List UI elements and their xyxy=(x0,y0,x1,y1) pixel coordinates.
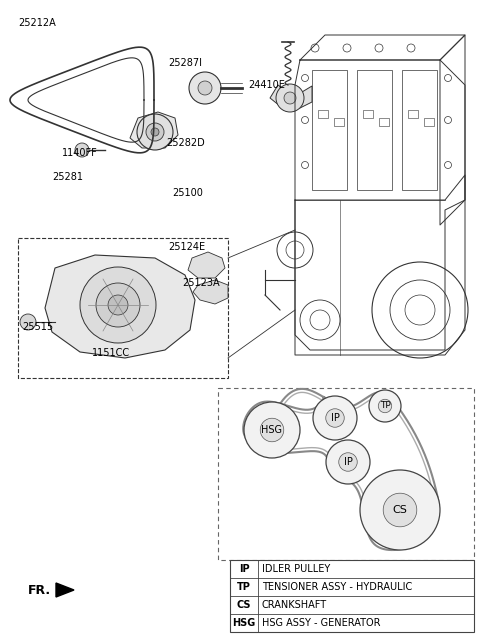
Text: 24410E: 24410E xyxy=(248,80,285,90)
Polygon shape xyxy=(188,252,225,278)
Circle shape xyxy=(80,267,156,343)
Bar xyxy=(408,110,418,118)
Text: 25282D: 25282D xyxy=(166,138,205,148)
Text: CRANKSHAFT: CRANKSHAFT xyxy=(262,600,327,610)
Text: 25287I: 25287I xyxy=(168,58,202,68)
Text: HSG: HSG xyxy=(232,618,256,628)
Circle shape xyxy=(313,396,357,440)
Text: TENSIONER ASSY - HYDRAULIC: TENSIONER ASSY - HYDRAULIC xyxy=(262,582,412,592)
Text: TP: TP xyxy=(380,401,390,410)
Polygon shape xyxy=(193,280,228,304)
Text: 25124E: 25124E xyxy=(168,242,205,252)
Text: HSG ASSY - GENERATOR: HSG ASSY - GENERATOR xyxy=(262,618,381,628)
Bar xyxy=(318,110,328,118)
Text: CS: CS xyxy=(237,600,251,610)
Polygon shape xyxy=(56,583,74,597)
Bar xyxy=(218,388,474,560)
Circle shape xyxy=(369,390,401,422)
Text: 25212A: 25212A xyxy=(18,18,56,28)
Text: 1151CC: 1151CC xyxy=(92,348,130,358)
Text: 25100: 25100 xyxy=(172,188,203,198)
Text: 1140FF: 1140FF xyxy=(62,148,98,158)
Circle shape xyxy=(108,295,128,315)
Bar xyxy=(18,238,228,378)
Bar xyxy=(424,118,434,126)
Circle shape xyxy=(20,314,36,330)
Circle shape xyxy=(198,81,212,95)
Polygon shape xyxy=(45,255,195,358)
Bar xyxy=(379,118,389,126)
Text: TP: TP xyxy=(237,582,251,592)
Bar xyxy=(357,70,392,190)
Circle shape xyxy=(326,440,370,484)
Bar xyxy=(402,70,437,190)
Circle shape xyxy=(360,470,440,550)
Circle shape xyxy=(326,409,344,427)
Circle shape xyxy=(284,92,296,104)
Circle shape xyxy=(378,399,392,413)
Circle shape xyxy=(339,453,357,471)
Circle shape xyxy=(75,143,89,157)
Text: IP: IP xyxy=(344,457,352,467)
Bar xyxy=(363,110,373,118)
Circle shape xyxy=(244,402,300,458)
Circle shape xyxy=(96,283,140,327)
Circle shape xyxy=(189,72,221,104)
Text: IP: IP xyxy=(331,413,339,423)
Circle shape xyxy=(276,84,304,112)
Text: 25281: 25281 xyxy=(52,172,83,182)
Bar xyxy=(230,560,474,632)
Text: 25515: 25515 xyxy=(22,322,53,332)
Circle shape xyxy=(151,128,159,136)
Text: IDLER PULLEY: IDLER PULLEY xyxy=(262,564,330,574)
Polygon shape xyxy=(270,85,312,108)
Bar xyxy=(312,70,347,190)
Text: IP: IP xyxy=(239,564,249,574)
Circle shape xyxy=(137,114,173,150)
Text: FR.: FR. xyxy=(28,584,51,596)
Circle shape xyxy=(260,418,284,442)
Circle shape xyxy=(146,123,164,141)
Polygon shape xyxy=(130,112,178,148)
Text: HSG: HSG xyxy=(262,425,283,435)
Circle shape xyxy=(383,493,417,527)
Text: 25123A: 25123A xyxy=(182,278,220,288)
Bar xyxy=(334,118,344,126)
Text: CS: CS xyxy=(393,505,408,515)
